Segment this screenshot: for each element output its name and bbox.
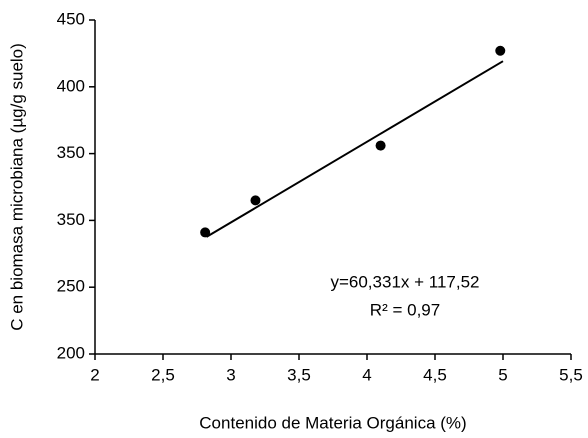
x-tick-label: 5 [498,365,507,384]
x-tick-label: 3 [226,365,235,384]
y-tick-label: 400 [57,76,85,95]
trendline [206,60,504,238]
y-tick-label: 450 [57,9,85,28]
r-squared: R² = 0,97 [370,300,440,319]
data-point [495,45,506,56]
y-tick-label: 350 [57,210,85,229]
y-tick-label: 350 [57,143,85,162]
y-tick-label: 250 [57,277,85,296]
data-point [200,227,211,238]
equation: y=60,331x + 117,52 [330,272,479,291]
x-tick-label: 4,5 [423,365,447,384]
x-tick-label: 4 [362,365,371,384]
data-point [250,195,261,206]
x-axis-label: Contenido de Materia Orgánica (%) [199,413,466,432]
x-tick-label: 2,5 [151,365,175,384]
x-tick-label: 2 [90,365,99,384]
y-axis-label: C en biomasa microbiana (µg/g suelo) [7,43,26,331]
x-tick-label: 5,5 [559,365,583,384]
y-tick-label: 200 [57,343,85,362]
data-point [375,140,386,151]
x-tick-label: 3,5 [287,365,311,384]
